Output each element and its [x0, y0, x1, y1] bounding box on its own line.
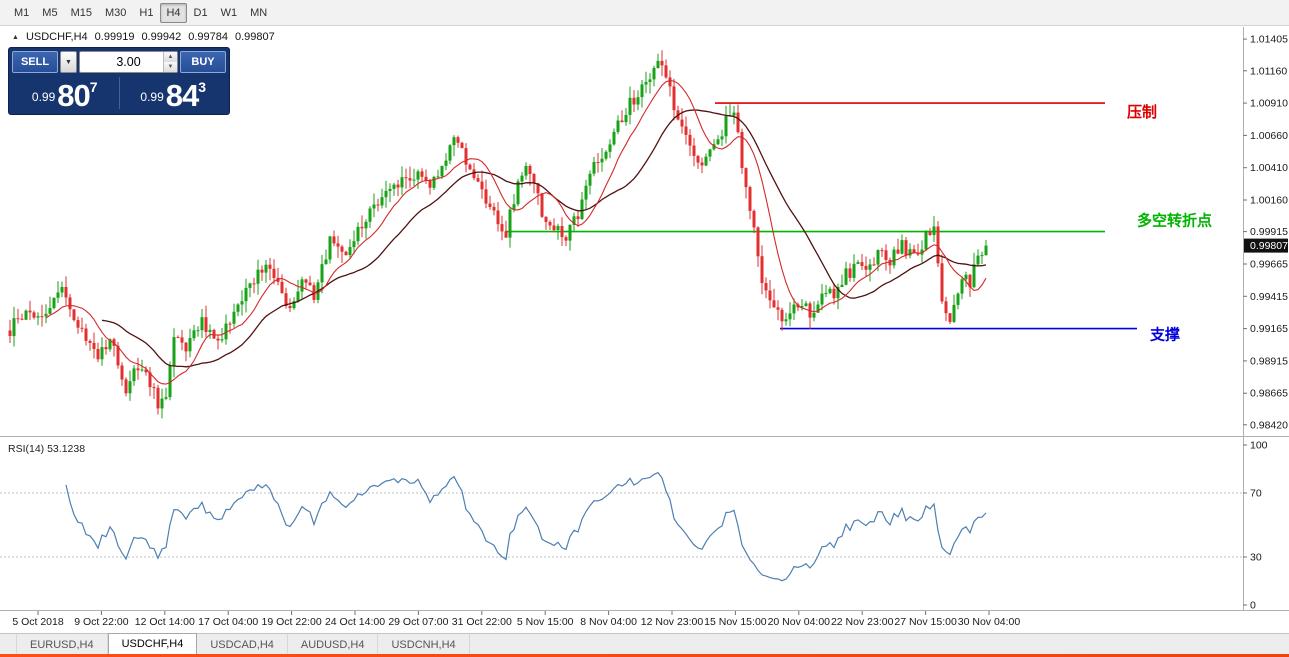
time-tick-label: 24 Oct 14:00	[325, 616, 385, 628]
price-axis[interactable]: 1.01405 1.01160 1.00910 1.00660 1.00410 1.001…	[1243, 34, 1288, 432]
price-tick-label: 1.00660	[1250, 130, 1288, 142]
rsi-tick-label: 30	[1250, 552, 1262, 564]
sell-price-prefix: 0.99	[31, 90, 56, 104]
buy-price-pipette: 3	[198, 79, 207, 95]
open-value: 0.99919	[94, 31, 135, 43]
rsi-indicator-label: RSI(14) 53.1238	[8, 443, 85, 455]
rsi-tick-label: 0	[1250, 600, 1256, 612]
high-value: 0.99942	[141, 31, 182, 43]
time-tick-label: 27 Nov 15:00	[894, 616, 957, 628]
symbol-tabbar: EURUSD,H4 USDCHF,H4 USDCAD,H4 AUDUSD,H4 USDC…	[0, 633, 1289, 655]
ma-slow-line	[101, 109, 987, 368]
time-tick-label: 30 Nov 04:00	[958, 616, 1021, 628]
time-axis[interactable]: 5 Oct 2018 9 Oct 22:00 12 Oct 14:00 17 Oct …	[12, 611, 1020, 628]
tab-audusd-h4[interactable]: AUDUSD,H4	[288, 634, 379, 655]
collapse-icon[interactable]: ▲	[12, 33, 19, 41]
buy-button[interactable]: BUY	[180, 51, 226, 73]
chart-ohlc-header: ▲ USDCHF,H4 0.99919 0.99942 0.99784 0.99…	[12, 31, 275, 43]
time-tick-label: 20 Nov 04:00	[768, 616, 831, 628]
tab-usdchf-h4[interactable]: USDCHF,H4	[107, 633, 198, 655]
bottom-edge-strip	[0, 654, 1289, 657]
buy-price-prefix: 0.99	[140, 90, 164, 104]
price-tick-label: 0.98665	[1250, 388, 1288, 400]
price-tick-label: 1.01405	[1250, 34, 1288, 46]
time-tick-label: 22 Nov 23:00	[831, 616, 894, 628]
spin-down-icon[interactable]: ▼	[164, 62, 177, 72]
current-price-value: 0.99807	[1250, 240, 1288, 252]
time-tick-label: 19 Oct 22:00	[262, 616, 322, 628]
one-click-trading-panel: SELL ▼ 3.00 ▲ ▼ BUY 0.99 80 7 0.99 84 3	[8, 47, 230, 115]
price-tick-label: 0.99165	[1250, 323, 1288, 335]
sell-price-big-digits: 80	[57, 77, 90, 113]
candles	[8, 50, 988, 419]
level-label-pivot: 多空转折点	[1137, 212, 1212, 230]
low-value: 0.99784	[188, 31, 228, 43]
timeframe-button-d1[interactable]: D1	[188, 3, 214, 23]
time-tick-label: 5 Nov 15:00	[517, 616, 574, 628]
rsi-line	[65, 471, 987, 582]
price-divider	[118, 77, 120, 109]
sell-button[interactable]: SELL	[12, 51, 58, 73]
time-tick-label: 5 Oct 2018	[12, 616, 64, 628]
tab-usdcnh-h4[interactable]: USDCNH,H4	[378, 634, 470, 655]
timeframe-button-h4[interactable]: H4	[160, 2, 187, 23]
timeframe-button-w1[interactable]: W1	[215, 3, 244, 23]
price-tick-label: 1.01160	[1250, 65, 1287, 77]
spin-up-icon[interactable]: ▲	[164, 52, 177, 62]
rsi-axis[interactable]: 100 70 30 0	[1243, 440, 1268, 612]
timeframe-button-m1[interactable]: M1	[8, 3, 35, 23]
price-tick-label: 1.00910	[1250, 98, 1288, 110]
tab-usdcad-h4[interactable]: USDCAD,H4	[197, 634, 288, 655]
ma-fast-line	[45, 80, 987, 385]
price-tick-label: 0.99915	[1250, 226, 1288, 238]
time-tick-label: 31 Oct 22:00	[452, 616, 512, 628]
current-price-badge: 0.99807	[1244, 238, 1288, 253]
buy-price[interactable]: 0.99 84 3	[121, 75, 227, 111]
time-tick-label: 9 Oct 22:00	[74, 616, 128, 628]
time-tick-label: 12 Oct 14:00	[135, 616, 195, 628]
buy-price-big-digits: 84	[165, 77, 199, 113]
sell-price[interactable]: 0.99 80 7	[12, 75, 118, 111]
timeframe-button-m30[interactable]: M30	[99, 3, 132, 23]
time-tick-label: 8 Nov 04:00	[580, 616, 637, 628]
volume-dropdown-button[interactable]: ▼	[60, 51, 77, 73]
time-tick-label: 15 Nov 15:00	[704, 616, 767, 628]
price-tick-label: 1.00410	[1250, 162, 1288, 174]
price-tick-label: 1.00160	[1250, 195, 1288, 207]
volume-field[interactable]: 3.00 ▲ ▼	[79, 51, 178, 73]
sell-price-pipette: 7	[89, 79, 98, 95]
price-tick-label: 0.98420	[1250, 419, 1288, 431]
tab-eurusd-h4[interactable]: EURUSD,H4	[16, 634, 108, 655]
symbol-label: USDCHF,H4	[25, 31, 88, 43]
rsi-tick-label: 100	[1250, 440, 1268, 452]
timeframe-button-h1[interactable]: H1	[133, 3, 159, 23]
level-label-resistance: 压制	[1127, 103, 1157, 121]
timeframe-button-mn[interactable]: MN	[244, 3, 273, 23]
timeframe-button-m15[interactable]: M15	[65, 3, 98, 23]
timeframe-toolbar: M1 M5 M15 M30 H1 H4 D1 W1 MN	[0, 0, 1289, 26]
time-tick-label: 17 Oct 04:00	[198, 616, 258, 628]
time-tick-label: 12 Nov 23:00	[641, 616, 704, 628]
volume-spinner[interactable]: ▲ ▼	[163, 52, 177, 72]
price-tick-label: 0.99415	[1250, 291, 1288, 303]
timeframe-button-m5[interactable]: M5	[36, 3, 63, 23]
close-value: 0.99807	[234, 31, 275, 43]
chevron-down-icon: ▼	[65, 58, 72, 66]
level-label-support: 支撑	[1149, 326, 1180, 344]
volume-value: 3.00	[116, 55, 141, 69]
price-tick-label: 0.99665	[1250, 259, 1288, 271]
price-tick-label: 0.98915	[1250, 355, 1288, 367]
time-tick-label: 29 Oct 07:00	[388, 616, 448, 628]
rsi-tick-label: 70	[1250, 488, 1262, 500]
